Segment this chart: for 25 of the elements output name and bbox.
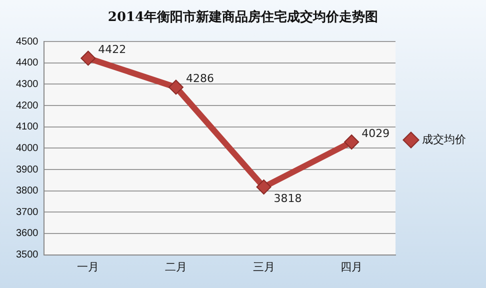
x-tick-label: 四月 <box>340 261 363 274</box>
point <box>256 180 272 195</box>
y-tick-label: 4200 <box>16 100 39 112</box>
y-tick-label: 4300 <box>16 78 39 90</box>
data-label: 4029 <box>362 126 390 140</box>
y-tick-label: 4100 <box>16 122 39 133</box>
chart-title: 2014年衡阳市新建商品房住宅成交均价走势图 <box>108 9 378 26</box>
x-tick-label: 三月 <box>252 261 275 274</box>
x-tick-label: 一月 <box>77 261 100 274</box>
y-tick-label: 4500 <box>16 36 39 48</box>
legend-label: 成交均价 <box>422 133 466 146</box>
x-tick-label: 二月 <box>164 261 187 274</box>
point <box>80 50 96 66</box>
y-tick-label: 4000 <box>16 142 39 154</box>
point <box>344 134 360 150</box>
data-label: 4422 <box>98 43 126 56</box>
data-label: 3818 <box>274 192 302 205</box>
y-tick-label: 3500 <box>16 250 39 261</box>
y-tick-label: 3800 <box>16 186 39 197</box>
y-tick-label: 3900 <box>16 164 39 176</box>
point <box>168 80 184 95</box>
y-tick-label: 3600 <box>16 228 39 240</box>
y-tick-label: 4400 <box>16 58 39 69</box>
data-label: 4286 <box>186 72 214 86</box>
y-tick-label: 3700 <box>16 206 39 218</box>
